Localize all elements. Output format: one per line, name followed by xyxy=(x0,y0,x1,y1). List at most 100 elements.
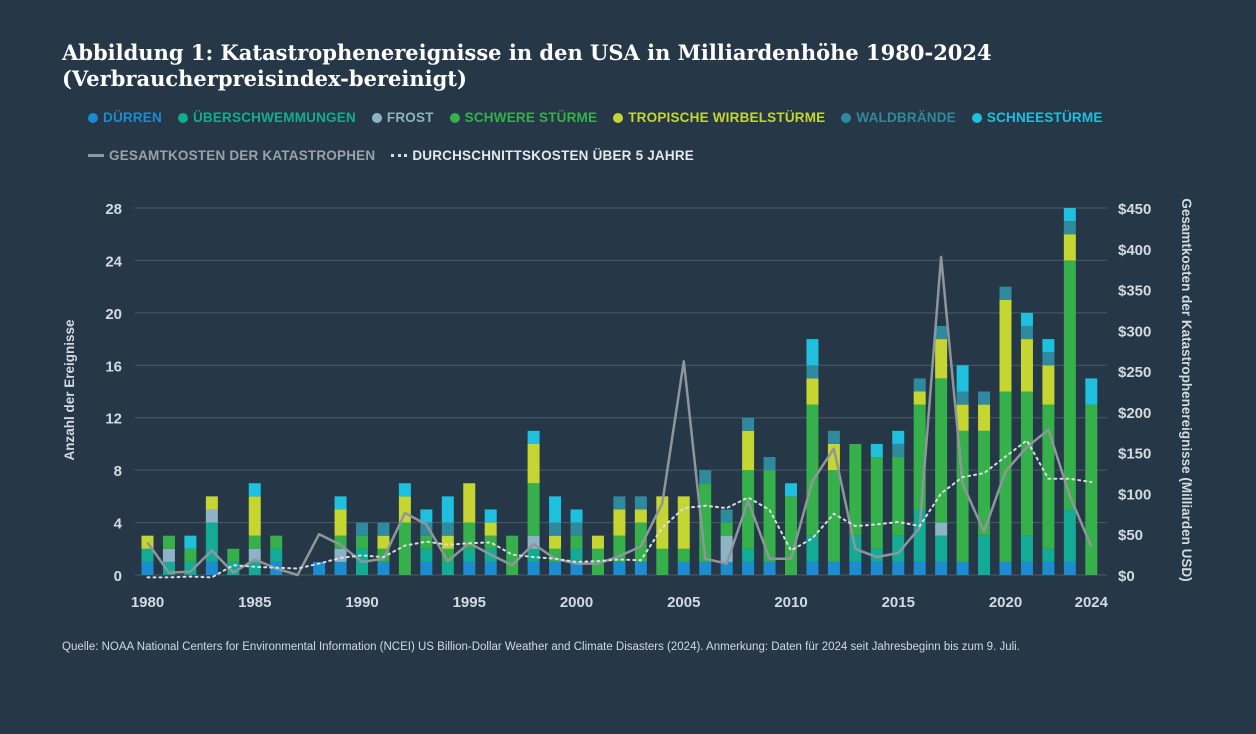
bar-segment-dürren-2013 xyxy=(849,561,862,575)
bar-segment-überschwemmungen-1985 xyxy=(248,561,261,575)
bar-segment-überschwemmungen-2021 xyxy=(1020,535,1033,562)
bar-segment-schwere-stürme-2016 xyxy=(913,404,926,510)
line-legend-label: DURCHSCHNITTSKOSTEN ÜBER 5 JAHRE xyxy=(412,148,694,163)
line-legend-marker xyxy=(391,154,408,157)
bar-segment-tropische-wirbelstürme-2001 xyxy=(591,535,604,549)
bar-segment-schneestürme-1996 xyxy=(484,509,497,523)
total-cost-line xyxy=(146,255,1093,577)
bar-segment-schneestürme-2021 xyxy=(1020,312,1033,326)
bar-segment-schwere-stürme-1986 xyxy=(270,535,283,549)
bar-segment-tropische-wirbelstürme-2022 xyxy=(1042,365,1055,405)
bar-segment-schwere-stürme-1984 xyxy=(227,548,240,562)
bar-segment-dürren-2018 xyxy=(956,561,969,575)
chart-title-line-2: (Verbraucherpreisindex-bereinigt) xyxy=(62,66,467,91)
bar-segment-tropische-wirbelstürme-1992 xyxy=(398,496,411,523)
bar-segment-schwere-stürme-2015 xyxy=(892,457,905,536)
bars xyxy=(141,208,1098,575)
bar-segment-schneestürme-1993 xyxy=(420,509,433,523)
bar-segment-frost-1985 xyxy=(248,548,261,562)
legend-marker xyxy=(613,112,624,123)
bar-segment-waldbrände-2007 xyxy=(720,509,733,523)
x-tick-label: 2024 xyxy=(1075,594,1109,611)
legend-label: DÜRREN xyxy=(103,110,162,125)
bar-segment-überschwemmungen-2014 xyxy=(870,548,883,562)
bar-segment-schwere-stürme-1992 xyxy=(398,522,411,575)
bar-segment-schwere-stürme-2017 xyxy=(935,378,948,523)
legend-item-0: DÜRREN xyxy=(88,110,162,125)
bar-segment-schwere-stürme-2011 xyxy=(806,404,819,536)
legend-label: WALDBRÄNDE xyxy=(856,110,956,125)
five-year-average-line xyxy=(146,438,1093,579)
bar-segment-schwere-stürme-2022 xyxy=(1042,404,1055,549)
legend-label: TROPISCHE WIRBELSTÜRME xyxy=(628,110,826,125)
bar-segment-schneestürme-2011 xyxy=(806,339,819,366)
bar-segment-dürren-2015 xyxy=(892,561,905,575)
bar-segment-schwere-stürme-2023 xyxy=(1063,260,1076,510)
bar-segment-überschwemmungen-2022 xyxy=(1042,548,1055,562)
bar-segment-schwere-stürme-1982 xyxy=(184,548,197,562)
bar-segment-schneestürme-1998 xyxy=(527,430,540,444)
y2-tick-label: $450 xyxy=(1118,201,1151,218)
bar-segment-waldbrände-2003 xyxy=(634,496,647,510)
bar-segment-überschwemmungen-2000 xyxy=(570,548,583,562)
bar-segment-schneestürme-1994 xyxy=(441,496,454,523)
bar-segment-frost-2017 xyxy=(935,522,948,536)
legend-marker xyxy=(449,112,460,123)
chart-title: Abbildung 1: Katastrophenereignisse in d… xyxy=(62,40,1162,92)
bar-segment-überschwemmungen-2015 xyxy=(892,535,905,562)
x-tick-label: 2000 xyxy=(560,594,593,611)
lines xyxy=(146,255,1093,579)
bar-segment-dürren-1983 xyxy=(205,561,218,575)
bar-segment-waldbrände-2008 xyxy=(742,417,755,431)
x-tick-label: 2015 xyxy=(882,594,915,611)
x-tick-label: 2010 xyxy=(774,594,807,611)
bar-segment-schneestürme-2000 xyxy=(570,509,583,523)
line-legend: GESAMTKOSTEN DER KATASTROPHEN DURCHSCHNIT… xyxy=(88,148,694,163)
y-tick-label: 24 xyxy=(105,253,122,270)
bar-segment-waldbrände-2009 xyxy=(763,457,776,471)
bar-segment-dürren-2011 xyxy=(806,561,819,575)
bar-segment-tropische-wirbelstürme-2018 xyxy=(956,404,969,431)
chart-title-line-1: Abbildung 1: Katastrophenereignisse in d… xyxy=(62,40,992,65)
legend-marker xyxy=(88,112,98,123)
bar-segment-dürren-1989 xyxy=(334,561,347,575)
bar-segment-tropische-wirbelstürme-2008 xyxy=(742,430,755,471)
bar-segment-schneestürme-2015 xyxy=(892,430,905,444)
bar-segment-tropische-wirbelstürme-1998 xyxy=(527,443,540,484)
bar-segment-dürren-1988 xyxy=(313,561,326,575)
y-tick-label: 20 xyxy=(105,306,122,323)
legend-label: FROST xyxy=(386,110,434,125)
bar-segment-dürren-1980 xyxy=(141,561,154,575)
source-note: Quelle: NOAA National Centers for Enviro… xyxy=(62,641,1020,653)
y-tick-label: 12 xyxy=(105,411,122,428)
bar-segment-schwere-stürme-1996 xyxy=(484,535,497,549)
bar-segment-dürren-1993 xyxy=(420,561,433,575)
legend-marker xyxy=(177,112,188,123)
bar-segment-waldbrände-2017 xyxy=(935,325,948,340)
bar-segment-schneestürme-1982 xyxy=(184,535,197,549)
y2-tick-label: $250 xyxy=(1118,364,1151,381)
bar-segment-frost-1981 xyxy=(162,548,175,562)
bar-segment-schwere-stürme-2009 xyxy=(763,470,776,562)
bar-segment-tropische-wirbelstürme-2021 xyxy=(1020,339,1033,392)
bar-segment-überschwemmungen-1980 xyxy=(141,548,154,562)
y2-tick-label: $150 xyxy=(1118,446,1151,463)
bar-segment-schwere-stürme-2003 xyxy=(634,522,647,562)
bar-segment-waldbrände-2016 xyxy=(913,378,926,392)
y-tick-label: 16 xyxy=(105,358,122,375)
bar-segment-waldbrände-2022 xyxy=(1042,352,1055,366)
y-tick-label: 28 xyxy=(105,201,122,218)
bar-segment-tropische-wirbelstürme-1996 xyxy=(484,522,497,536)
bar-segment-überschwemmungen-2017 xyxy=(935,535,948,562)
bar-segment-tropische-wirbelstürme-2016 xyxy=(913,391,926,405)
bar-segment-waldbrände-2023 xyxy=(1063,221,1076,235)
bar-segment-schneestürme-2010 xyxy=(785,483,797,497)
legend-marker xyxy=(371,112,382,123)
bar-segment-schneestürme-2018 xyxy=(956,365,969,392)
bar-segment-dürren-1991 xyxy=(377,561,390,575)
bar-segment-schneestürme-1985 xyxy=(248,483,261,497)
y2-tick-label: $300 xyxy=(1118,323,1151,340)
bar-segment-schwere-stürme-2012 xyxy=(827,470,840,562)
bar-segment-schwere-stürme-2021 xyxy=(1020,391,1033,536)
